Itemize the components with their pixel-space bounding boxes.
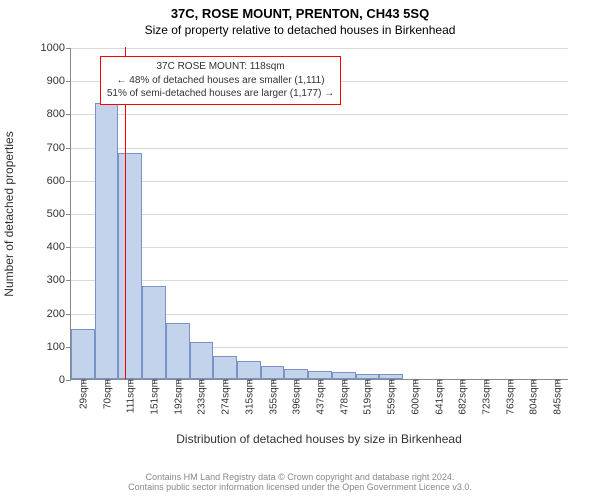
- y-tick-label: 1000: [41, 42, 71, 54]
- gridline: [71, 48, 568, 49]
- x-tick-label: 519sqm: [361, 379, 374, 415]
- y-axis-title: Number of detached properties: [2, 131, 16, 296]
- x-tick-label: 111sqm: [124, 379, 137, 413]
- page-title: 37C, ROSE MOUNT, PRENTON, CH43 5SQ: [0, 0, 600, 21]
- y-tick-label: 100: [47, 341, 71, 353]
- x-tick-label: 396sqm: [290, 379, 303, 415]
- x-tick-label: 437sqm: [314, 379, 327, 415]
- histogram-bar: [166, 323, 190, 379]
- y-tick-label: 900: [47, 75, 71, 87]
- footer-line: Contains HM Land Registry data © Crown c…: [0, 472, 600, 482]
- y-tick-label: 0: [59, 374, 71, 386]
- histogram-bar: [71, 329, 95, 379]
- gridline: [71, 148, 568, 149]
- x-tick-label: 845sqm: [551, 379, 564, 415]
- x-tick-label: 478sqm: [337, 379, 350, 415]
- x-tick-label: 315sqm: [242, 379, 255, 415]
- x-tick-label: 559sqm: [385, 379, 398, 415]
- annotation-line: ← 48% of detached houses are smaller (1,…: [107, 74, 334, 88]
- histogram-bar: [118, 153, 142, 379]
- gridline: [71, 114, 568, 115]
- annotation-line: 51% of semi-detached houses are larger (…: [107, 87, 334, 101]
- x-axis-title: Distribution of detached houses by size …: [176, 432, 462, 446]
- x-tick-label: 723sqm: [480, 379, 493, 415]
- histogram-bar: [142, 286, 166, 379]
- histogram-bar: [261, 366, 285, 379]
- histogram-bar: [332, 372, 356, 379]
- y-tick-label: 300: [47, 274, 71, 286]
- x-tick-label: 763sqm: [503, 379, 516, 415]
- x-tick-label: 682sqm: [456, 379, 469, 415]
- gridline: [71, 214, 568, 215]
- footer-text: Contains HM Land Registry data © Crown c…: [0, 472, 600, 492]
- histogram-bar: [190, 342, 214, 379]
- gridline: [71, 181, 568, 182]
- x-tick-label: 274sqm: [219, 379, 232, 415]
- histogram-bar: [284, 369, 308, 379]
- gridline: [71, 280, 568, 281]
- x-tick-label: 29sqm: [76, 379, 89, 409]
- histogram-bar: [308, 371, 332, 379]
- histogram-bar: [237, 361, 261, 379]
- x-tick-label: 192sqm: [171, 379, 184, 415]
- histogram-bar: [213, 356, 237, 379]
- gridline: [71, 247, 568, 248]
- x-tick-label: 70sqm: [100, 379, 113, 409]
- y-tick-label: 600: [47, 175, 71, 187]
- x-tick-label: 233sqm: [195, 379, 208, 415]
- x-tick-label: 600sqm: [408, 379, 421, 415]
- y-tick-label: 800: [47, 108, 71, 120]
- y-tick-label: 500: [47, 208, 71, 220]
- y-tick-label: 400: [47, 241, 71, 253]
- x-tick-label: 641sqm: [432, 379, 445, 415]
- page-subtitle: Size of property relative to detached ho…: [0, 21, 600, 37]
- footer-line: Contains public sector information licen…: [0, 482, 600, 492]
- x-tick-label: 804sqm: [527, 379, 540, 415]
- annotation-box: 37C ROSE MOUNT: 118sqm← 48% of detached …: [100, 56, 341, 105]
- annotation-line: 37C ROSE MOUNT: 118sqm: [107, 60, 334, 74]
- x-tick-label: 355sqm: [266, 379, 279, 415]
- y-tick-label: 700: [47, 142, 71, 154]
- y-tick-label: 200: [47, 308, 71, 320]
- histogram-bar: [95, 103, 119, 379]
- x-tick-label: 151sqm: [148, 379, 161, 415]
